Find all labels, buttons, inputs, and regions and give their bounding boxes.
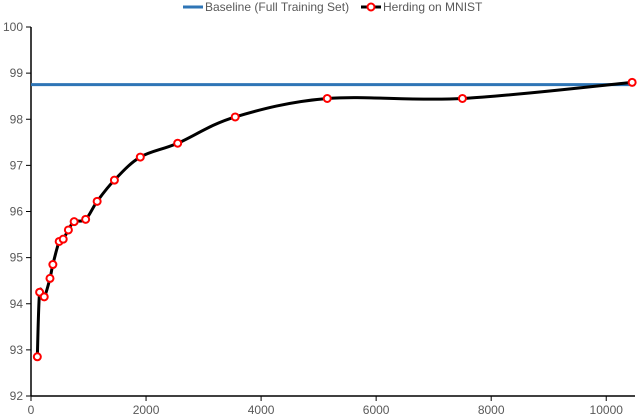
y-tick-label: 98 <box>10 112 24 126</box>
data-point-herding <box>69 217 79 227</box>
y-tick-label: 99 <box>10 66 24 80</box>
legend: Baseline (Full Training Set) Herding on … <box>183 0 483 14</box>
y-tick-label: 94 <box>10 297 24 311</box>
x-tick-label: 0 <box>28 403 35 417</box>
data-point-herding <box>58 234 68 244</box>
legend-marker-herding <box>366 2 376 12</box>
x-tick-label: 6000 <box>363 403 390 417</box>
data-point-herding <box>173 138 183 148</box>
series-line-herding <box>35 80 633 357</box>
legend-label-herding: Herding on MNIST <box>383 0 483 14</box>
data-point-herding <box>32 352 42 362</box>
y-tick-label: 93 <box>10 343 24 357</box>
data-point-herding <box>63 225 73 235</box>
data-point-herding <box>48 260 58 270</box>
data-point-herding <box>457 93 467 103</box>
legend-label-baseline: Baseline (Full Training Set) <box>205 0 349 14</box>
plot-area <box>31 77 637 362</box>
x-tick-label: 2000 <box>133 403 160 417</box>
data-point-herding <box>230 112 240 122</box>
data-point-herding <box>81 214 91 224</box>
y-tick-label: 95 <box>10 251 24 265</box>
axes: 92 93 94 95 96 97 98 99 100 0 2000 4000 6000 8000 1000… <box>3 20 635 417</box>
x-tick-label: 8000 <box>478 403 505 417</box>
data-point-herding <box>92 196 102 206</box>
data-point-herding <box>39 292 49 302</box>
y-tick-label: 92 <box>10 389 24 403</box>
data-point-herding <box>45 273 55 283</box>
y-tick-label: 97 <box>10 158 24 172</box>
y-tick-label: 96 <box>10 205 24 219</box>
x-tick-label: 4000 <box>248 403 275 417</box>
data-point-herding <box>322 93 332 103</box>
data-point-herding <box>109 175 119 185</box>
x-tick-label: 10000 <box>590 403 624 417</box>
data-point-herding <box>627 77 637 87</box>
data-point-herding <box>135 152 145 162</box>
y-tick-label: 100 <box>3 20 23 34</box>
